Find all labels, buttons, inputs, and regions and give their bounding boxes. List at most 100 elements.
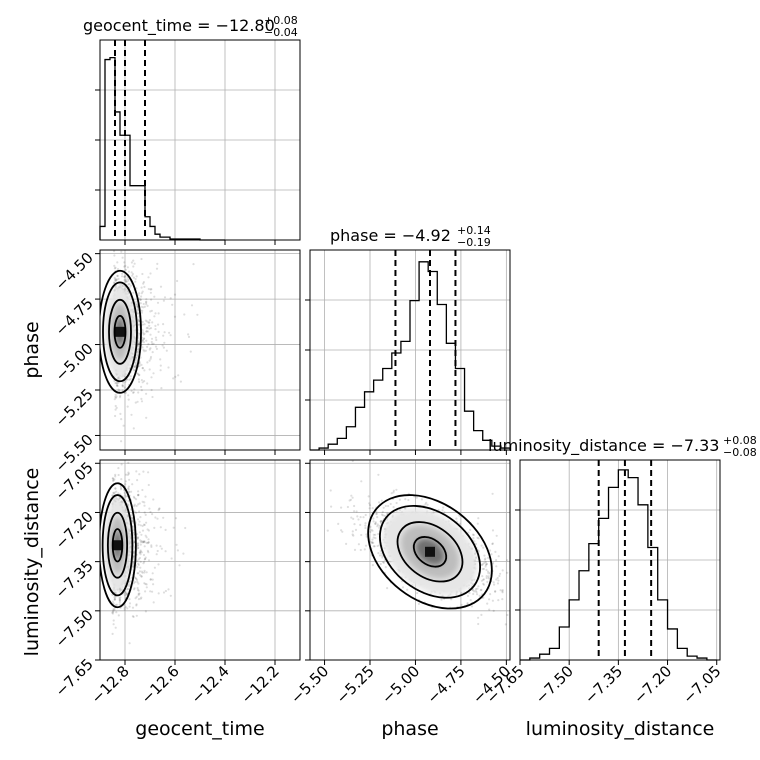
scatter-point [403,507,406,510]
scatter-point [482,582,485,585]
scatter-point [182,552,185,555]
scatter-point [117,614,120,617]
scatter-point [120,463,123,466]
scatter-point [142,553,146,557]
scatter-point [455,517,458,520]
scatter-point [477,517,480,520]
title-phase-minus: −0.19 [457,236,491,249]
scatter-point [364,522,367,525]
scatter-point [512,578,514,580]
scatter-point [154,345,158,348]
scatter-point [125,280,128,283]
scatter-point [425,501,428,504]
scatter-point [127,499,130,503]
scatter-point [482,578,485,581]
scatter-point [146,528,149,531]
x-axis-label-geocent-time: geocent_time [135,718,264,740]
scatter-point [371,564,374,567]
scatter-point [131,565,134,568]
scatter-point [440,598,443,601]
scatter-point [119,394,122,397]
scatter-point [371,529,374,532]
scatter-point [140,286,143,289]
scatter-point [114,278,117,281]
scatter-point [159,526,162,529]
scatter-point [458,522,462,525]
y-tick-label: −4.75 [52,294,97,339]
scatter-point [137,542,140,545]
scatter-point [113,598,116,601]
scatter-point [137,372,140,375]
scatter-point [113,267,116,270]
scatter-point [114,266,117,269]
scatter-point [165,349,168,352]
scatter-point [144,582,147,586]
scatter-point [124,480,127,483]
scatter-point [152,342,155,345]
scatter-point [441,509,444,512]
scatter-point [123,278,126,282]
scatter-point [141,524,144,528]
scatter-point [125,280,128,283]
scatter-point [141,329,144,332]
scatter-point [155,267,159,270]
scatter-point [135,603,138,606]
scatter-point [164,589,167,593]
scatter-point [128,584,131,588]
scatter-point [506,571,509,574]
scatter-point [162,334,165,337]
scatter-point [113,250,116,253]
scatter-point [118,601,121,604]
scatter-point [471,533,475,536]
scatter-point [143,350,146,353]
scatter-point [131,565,134,568]
scatter-point [130,516,133,520]
scatter-point [120,418,123,421]
scatter-point [368,504,372,507]
scatter-point [144,557,147,561]
scatter-point [114,473,117,476]
y-axis-label-phase: phase [21,321,43,378]
scatter-point [114,496,117,499]
scatter-point [140,575,143,578]
scatter-point [466,594,470,598]
scatter-point [116,384,119,387]
scatter-point [496,576,499,580]
scatter-point [122,381,125,384]
scatter-point [131,606,135,609]
scatter-point [340,506,343,509]
scatter-point [495,559,498,562]
scatter-point [124,380,127,383]
scatter-point [482,583,485,586]
scatter-point [140,295,143,298]
scatter-point [138,551,141,554]
scatter-point [150,340,153,344]
scatter-point [126,607,129,610]
scatter-point [132,615,135,619]
scatter-point [116,274,119,278]
scatter-point [169,297,172,300]
scatter-point [137,332,140,335]
scatter-point [171,303,174,306]
scatter-point [124,495,127,498]
tick-labels: −5.50−5.25−5.00−4.75−4.50−7.65−7.50−7.35… [52,249,725,708]
x-tick-label: −5.50 [287,662,332,707]
scatter-point [491,542,494,546]
scatter-point [487,556,490,560]
scatter-point [147,529,150,532]
scatter-point [114,475,117,478]
scatter-point [156,517,159,520]
scatter-point [141,529,145,532]
scatter-point [147,551,150,554]
scatter-point [127,472,130,475]
panel-frame [99,39,301,241]
scatter-point [121,275,124,278]
scatter-point [144,590,147,593]
scatter-point [151,513,154,516]
scatter-point [376,525,379,528]
scatter-point [135,303,139,306]
scatter-point [128,583,131,586]
scatter-point [139,549,142,552]
scatter-point [124,268,128,271]
scatter-point [482,562,485,565]
